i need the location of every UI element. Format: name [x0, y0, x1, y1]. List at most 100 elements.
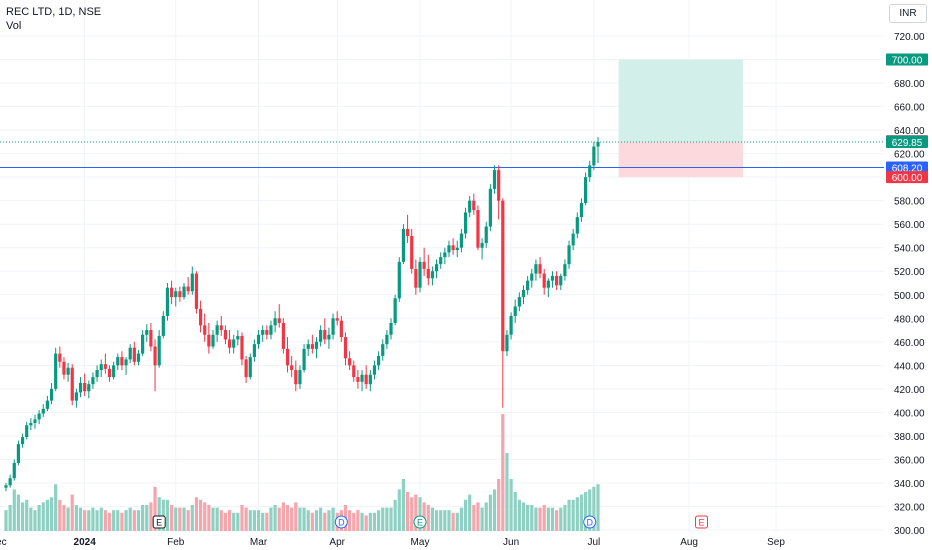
candle[interactable] [513, 306, 517, 316]
target-zone[interactable] [618, 59, 743, 142]
stop-zone[interactable] [618, 141, 743, 178]
candle[interactable] [174, 291, 178, 298]
candle[interactable] [472, 200, 476, 211]
candle[interactable] [132, 347, 136, 362]
candle[interactable] [236, 335, 240, 340]
candle[interactable] [4, 485, 8, 488]
candle[interactable] [476, 210, 480, 248]
candle[interactable] [45, 400, 49, 409]
candle[interactable] [550, 275, 555, 281]
symbol-title[interactable]: REC LTD, 1D, NSE [6, 6, 102, 18]
candle[interactable] [16, 444, 21, 463]
candle[interactable] [559, 275, 563, 286]
candle[interactable] [319, 330, 323, 342]
candle[interactable] [124, 359, 128, 366]
candle[interactable] [91, 377, 95, 385]
event-marker[interactable] [152, 515, 166, 529]
candle[interactable] [182, 286, 186, 298]
candle[interactable] [463, 212, 468, 234]
candle[interactable] [377, 355, 381, 366]
candle[interactable] [87, 384, 91, 392]
candle[interactable] [459, 233, 463, 248]
candle[interactable] [401, 228, 406, 262]
candle[interactable] [261, 330, 265, 335]
candle[interactable] [116, 357, 120, 366]
candle[interactable] [331, 318, 335, 335]
candle[interactable] [592, 146, 596, 166]
candle[interactable] [269, 325, 273, 335]
candle[interactable] [480, 243, 484, 248]
candle[interactable] [335, 318, 339, 321]
candle[interactable] [542, 273, 546, 288]
candle[interactable] [434, 264, 439, 272]
candle[interactable] [290, 365, 294, 371]
candle[interactable] [170, 287, 174, 298]
candle[interactable] [546, 280, 550, 288]
candle[interactable] [107, 368, 112, 378]
currency-button[interactable]: INR [889, 4, 927, 23]
event-marker[interactable] [334, 515, 348, 529]
candle[interactable] [211, 334, 215, 347]
candle[interactable] [575, 217, 579, 234]
candle[interactable] [526, 280, 530, 291]
candle[interactable] [323, 330, 327, 340]
candle[interactable] [422, 261, 426, 269]
candle[interactable] [157, 335, 161, 366]
candle[interactable] [120, 357, 124, 366]
candle[interactable] [58, 353, 62, 362]
candle[interactable] [33, 419, 37, 423]
candle[interactable] [78, 382, 83, 393]
candle[interactable] [488, 188, 492, 227]
volume-indicator-label[interactable]: Vol [6, 20, 22, 32]
candle[interactable] [563, 264, 567, 276]
candle[interactable] [356, 377, 360, 382]
candle[interactable] [273, 318, 277, 326]
candle[interactable] [501, 200, 505, 352]
candle[interactable] [161, 315, 165, 336]
candle[interactable] [517, 297, 521, 307]
candle[interactable] [364, 374, 368, 385]
candle[interactable] [178, 291, 182, 298]
candle[interactable] [20, 437, 25, 445]
candle[interactable] [348, 358, 352, 366]
candle[interactable] [579, 203, 584, 218]
candle[interactable] [25, 425, 29, 438]
candle[interactable] [198, 308, 203, 326]
candle[interactable] [128, 347, 132, 360]
candle[interactable] [418, 261, 422, 288]
candle[interactable] [281, 322, 285, 349]
candle[interactable] [567, 245, 571, 265]
candle[interactable] [534, 264, 538, 274]
candle[interactable] [492, 170, 497, 189]
candle[interactable] [405, 228, 410, 236]
candle[interactable] [95, 370, 99, 378]
candle[interactable] [360, 374, 364, 382]
candle[interactable] [339, 320, 343, 338]
candle[interactable] [8, 478, 12, 486]
candle[interactable] [265, 330, 269, 335]
candle[interactable] [430, 271, 435, 279]
candle[interactable] [70, 367, 74, 401]
candle[interactable] [240, 335, 244, 360]
candle[interactable] [455, 247, 459, 251]
candle[interactable] [62, 361, 66, 375]
candle[interactable] [12, 462, 16, 479]
candle[interactable] [103, 364, 107, 369]
candle[interactable] [426, 268, 430, 279]
candle[interactable] [112, 365, 116, 378]
event-marker[interactable] [695, 515, 709, 529]
candle[interactable] [468, 200, 472, 213]
candle[interactable] [99, 364, 103, 371]
candle[interactable] [29, 422, 33, 426]
candle[interactable] [314, 341, 319, 349]
candle[interactable] [530, 273, 534, 281]
candle[interactable] [451, 245, 455, 251]
candle[interactable] [584, 177, 588, 204]
candle[interactable] [368, 374, 372, 385]
candle[interactable] [74, 392, 78, 401]
candle[interactable] [223, 330, 228, 340]
candle[interactable] [190, 273, 194, 292]
candle[interactable] [219, 325, 223, 331]
candle[interactable] [555, 275, 559, 286]
price-axis[interactable] [884, 0, 932, 550]
